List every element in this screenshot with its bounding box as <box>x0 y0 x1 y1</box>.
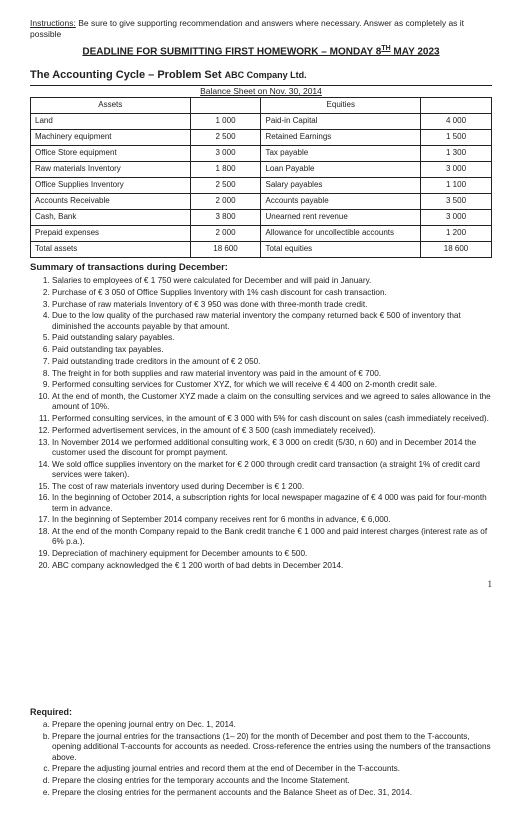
deadline-prefix: DEADLINE FOR SUBMITTING FIRST HOMEWORK –… <box>82 46 381 57</box>
asset-label: Office Supplies Inventory <box>31 177 191 193</box>
asset-value: 2 500 <box>190 129 261 145</box>
equity-value: 1 200 <box>421 225 492 241</box>
list-item: We sold office supplies inventory on the… <box>52 460 492 481</box>
list-item: ABC company acknowledged the € 1 200 wor… <box>52 561 492 571</box>
asset-label: Accounts Receivable <box>31 193 191 209</box>
asset-label: Total assets <box>31 241 191 257</box>
equity-value: 1 300 <box>421 145 492 161</box>
list-item: Paid outstanding salary payables. <box>52 333 492 343</box>
instructions-label: Instructions: <box>30 18 76 28</box>
asset-value: 1 000 <box>190 113 261 129</box>
table-row: Land1 000Paid-in Capital4 000 <box>31 113 492 129</box>
equity-label: Unearned rent revenue <box>261 209 421 225</box>
asset-label: Raw materials Inventory <box>31 161 191 177</box>
list-item: Prepare the closing entries for the temp… <box>52 776 492 786</box>
table-header-row: Assets Equities <box>31 97 492 113</box>
asset-label: Land <box>31 113 191 129</box>
equity-value: 3 500 <box>421 193 492 209</box>
list-item: Performed consulting services for Custom… <box>52 380 492 390</box>
table-row: Total assets18 600Total equities18 600 <box>31 241 492 257</box>
equity-label: Accounts payable <box>261 193 421 209</box>
list-item: Prepare the closing entries for the perm… <box>52 788 492 798</box>
list-item: Prepare the opening journal entry on Dec… <box>52 720 492 730</box>
asset-value: 2 500 <box>190 177 261 193</box>
table-row: Prepaid expenses2 000Allowance for uncol… <box>31 225 492 241</box>
asset-label: Prepaid expenses <box>31 225 191 241</box>
list-item: Performed consulting services, in the am… <box>52 414 492 424</box>
deadline-sup: TH <box>381 45 390 52</box>
table-row: Raw materials Inventory1 800Loan Payable… <box>31 161 492 177</box>
asset-value: 3 800 <box>190 209 261 225</box>
equity-value: 18 600 <box>421 241 492 257</box>
transactions-list: Salaries to employees of € 1 750 were ca… <box>30 276 492 571</box>
list-item: In the beginning of October 2014, a subs… <box>52 493 492 514</box>
balance-sheet-table: Assets Equities Land1 000Paid-in Capital… <box>30 97 492 258</box>
equity-label: Tax payable <box>261 145 421 161</box>
title-row: The Accounting Cycle – Problem Set ABC C… <box>30 68 492 82</box>
equity-value: 3 000 <box>421 209 492 225</box>
list-item: At the end of the month Company repaid t… <box>52 527 492 548</box>
list-item: Prepare the adjusting journal entries an… <box>52 764 492 774</box>
title-main: The Accounting Cycle – Problem Set <box>30 69 222 81</box>
summary-header: Summary of transactions during December: <box>30 262 492 274</box>
table-row: Machinery equipment2 500Retained Earning… <box>31 129 492 145</box>
deadline-heading: DEADLINE FOR SUBMITTING FIRST HOMEWORK –… <box>30 44 492 58</box>
list-item: The cost of raw materials inventory used… <box>52 482 492 492</box>
table-row: Office Supplies Inventory2 500Salary pay… <box>31 177 492 193</box>
list-item: At the end of month, the Customer XYZ ma… <box>52 392 492 413</box>
equity-value: 1 100 <box>421 177 492 193</box>
required-header: Required: <box>30 707 492 719</box>
balance-sheet-caption: Balance Sheet on Nov. 30, 2014 <box>30 85 492 97</box>
list-item: Paid outstanding trade creditors in the … <box>52 357 492 367</box>
deadline-suffix: MAY 2023 <box>391 46 440 57</box>
instructions-block: Instructions: Be sure to give supporting… <box>30 18 492 40</box>
instructions-text: Be sure to give supporting recommendatio… <box>30 18 464 39</box>
spacer <box>30 591 492 701</box>
asset-value: 3 000 <box>190 145 261 161</box>
list-item: Prepare the journal entries for the tran… <box>52 732 492 763</box>
equity-label: Salary payables <box>261 177 421 193</box>
equities-val-header <box>421 97 492 113</box>
table-row: Cash, Bank3 800Unearned rent revenue3 00… <box>31 209 492 225</box>
asset-value: 18 600 <box>190 241 261 257</box>
assets-header: Assets <box>31 97 191 113</box>
asset-value: 1 800 <box>190 161 261 177</box>
assets-val-header <box>190 97 261 113</box>
asset-label: Machinery equipment <box>31 129 191 145</box>
asset-label: Office Store equipment <box>31 145 191 161</box>
list-item: The freight in for both supplies and raw… <box>52 369 492 379</box>
list-item: Salaries to employees of € 1 750 were ca… <box>52 276 492 286</box>
equities-header: Equities <box>261 97 421 113</box>
table-row: Office Store equipment3 000Tax payable1 … <box>31 145 492 161</box>
list-item: Depreciation of machinery equipment for … <box>52 549 492 559</box>
asset-value: 2 000 <box>190 193 261 209</box>
list-item: Performed advertisement services, in the… <box>52 426 492 436</box>
asset-label: Cash, Bank <box>31 209 191 225</box>
equity-value: 3 000 <box>421 161 492 177</box>
list-item: Paid outstanding tax payables. <box>52 345 492 355</box>
list-item: Due to the low quality of the purchased … <box>52 311 492 332</box>
equity-label: Loan Payable <box>261 161 421 177</box>
list-item: In the beginning of September 2014 compa… <box>52 515 492 525</box>
equity-value: 4 000 <box>421 113 492 129</box>
list-item: In November 2014 we performed additional… <box>52 438 492 459</box>
title-company: ABC Company Ltd. <box>225 70 307 80</box>
equity-value: 1 500 <box>421 129 492 145</box>
list-item: Purchase of € 3 050 of Office Supplies I… <box>52 288 492 298</box>
equity-label: Paid-in Capital <box>261 113 421 129</box>
list-item: Purchase of raw materials Inventory of €… <box>52 300 492 310</box>
asset-value: 2 000 <box>190 225 261 241</box>
equity-label: Total equities <box>261 241 421 257</box>
equity-label: Retained Earnings <box>261 129 421 145</box>
page-number: 1 <box>30 579 492 591</box>
table-row: Accounts Receivable2 000Accounts payable… <box>31 193 492 209</box>
equity-label: Allowance for uncollectible accounts <box>261 225 421 241</box>
